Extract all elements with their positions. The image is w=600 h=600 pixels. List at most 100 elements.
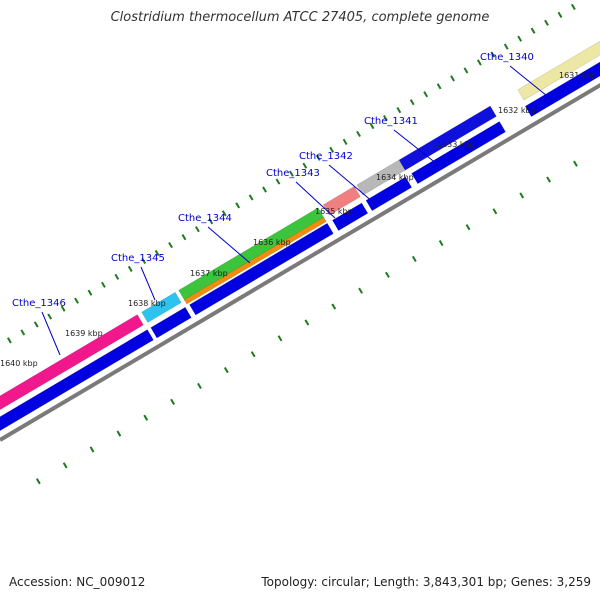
gene-label-cthe-1342: Cthe_1342 (299, 151, 353, 162)
cds-block (411, 121, 506, 185)
tick-mark (154, 249, 160, 257)
kbp-labels: 1631 kbp 1632 kbp 1633 kbp 1634 kbp 1635 kbp… (0, 71, 597, 368)
gene-leader-line (295, 181, 336, 219)
cds-block (332, 202, 369, 231)
gene-block-cthe-1342 (356, 159, 406, 196)
tick-mark (143, 414, 149, 421)
kbp-label-1634: 1634 kbp (376, 173, 414, 182)
tick-mark (544, 19, 549, 26)
tick-mark (223, 367, 229, 374)
tick-mark (503, 43, 509, 50)
tick-mark (33, 321, 39, 328)
map-title: Clostridium thermocellum ATCC 27405, com… (110, 10, 490, 25)
tick-mark (329, 146, 335, 153)
tick-mark (195, 226, 200, 233)
inner-ticks (35, 145, 600, 485)
tick-mark (369, 122, 375, 130)
tick-mark (436, 83, 442, 90)
cds-block (365, 176, 413, 212)
cds-track (0, 61, 600, 432)
tick-mark (517, 35, 523, 42)
tick-mark (277, 335, 283, 342)
kbp-label-1632: 1632 kbp (498, 106, 536, 115)
gene-leader-line (140, 266, 156, 301)
tick-mark (530, 27, 536, 34)
gene-leader-line (41, 311, 61, 356)
backbone-line (0, 82, 600, 442)
tick-mark (89, 446, 95, 453)
gene-block-cthe-1341 (398, 105, 497, 171)
kbp-label-1638: 1638 kbp (128, 299, 166, 308)
tick-mark (411, 255, 417, 263)
outer-ticks (7, 3, 576, 344)
tick-mark (262, 186, 267, 193)
tick-mark (519, 192, 525, 199)
kbp-label-1631: 1631 kbp (559, 71, 597, 80)
tick-mark (181, 234, 187, 241)
tick-mark (492, 208, 498, 215)
tick-mark (423, 91, 429, 98)
cds-block (524, 61, 600, 117)
tick-mark (248, 194, 254, 201)
tick-mark (546, 176, 551, 183)
tick-mark (235, 202, 241, 209)
tick-mark (250, 351, 256, 358)
accession-text: Accession: NC_009012 (9, 575, 146, 589)
gene-label-cthe-1344: Cthe_1344 (178, 213, 232, 224)
gene-block-cthe-1346 (0, 314, 144, 411)
tick-mark (170, 398, 175, 405)
genome-summary-text: Topology: circular; Length: 3,843,301 bp… (261, 575, 591, 589)
tick-mark (62, 462, 68, 469)
tick-mark (101, 281, 106, 288)
tick-mark (490, 51, 496, 58)
tick-mark (396, 107, 402, 114)
tick-mark (463, 67, 469, 74)
tick-mark (315, 154, 321, 161)
kbp-label-1636: 1636 kbp (253, 238, 291, 247)
kbp-label-1640: 1640 kbp (0, 359, 38, 368)
tick-mark (87, 289, 93, 296)
tick-mark (197, 382, 202, 390)
cds-block (0, 329, 154, 432)
gene-track (0, 40, 600, 411)
tick-mark (35, 478, 41, 485)
kbp-label-1635: 1635 kbp (315, 207, 353, 216)
tick-mark (47, 313, 53, 320)
tick-mark (7, 337, 12, 344)
tick-mark (20, 329, 26, 336)
tick-mark (409, 99, 415, 106)
tick-mark (438, 239, 444, 247)
tick-mark (114, 273, 120, 280)
tick-mark (208, 218, 214, 225)
tick-mark (477, 59, 482, 66)
tick-mark (141, 257, 147, 265)
kbp-label-1637: 1637 kbp (190, 269, 228, 278)
kbp-label-1633: 1633 kbp (437, 140, 475, 149)
tick-mark (168, 241, 173, 249)
gene-block-cthe-1340 (517, 40, 600, 101)
tick-mark (358, 287, 363, 294)
kbp-label-1639: 1639 kbp (65, 329, 103, 338)
tick-mark (221, 210, 227, 217)
tick-mark (116, 430, 122, 437)
gene-label-cthe-1340: Cthe_1340 (480, 52, 534, 63)
tick-mark (465, 224, 471, 231)
gene-label-cthe-1341: Cthe_1341 (364, 116, 418, 127)
tick-mark (127, 265, 133, 272)
tick-mark (302, 162, 308, 169)
gene-secondary-band (183, 216, 327, 305)
tick-mark (571, 3, 576, 11)
cds-block (150, 306, 192, 339)
tick-mark (74, 297, 79, 304)
gene-leader-line (328, 164, 374, 203)
tick-mark (342, 138, 348, 145)
gene-label-cthe-1343: Cthe_1343 (266, 168, 320, 179)
cds-block (189, 222, 334, 316)
tick-mark (557, 11, 563, 18)
backbone (0, 82, 600, 442)
tick-mark (60, 305, 66, 312)
gene-leader-line (393, 129, 438, 165)
tick-mark (450, 75, 455, 82)
gene-labels: Cthe_1340 Cthe_1341 Cthe_1342 Cthe_1343 Cthe… (12, 52, 553, 356)
tick-mark (356, 130, 361, 138)
